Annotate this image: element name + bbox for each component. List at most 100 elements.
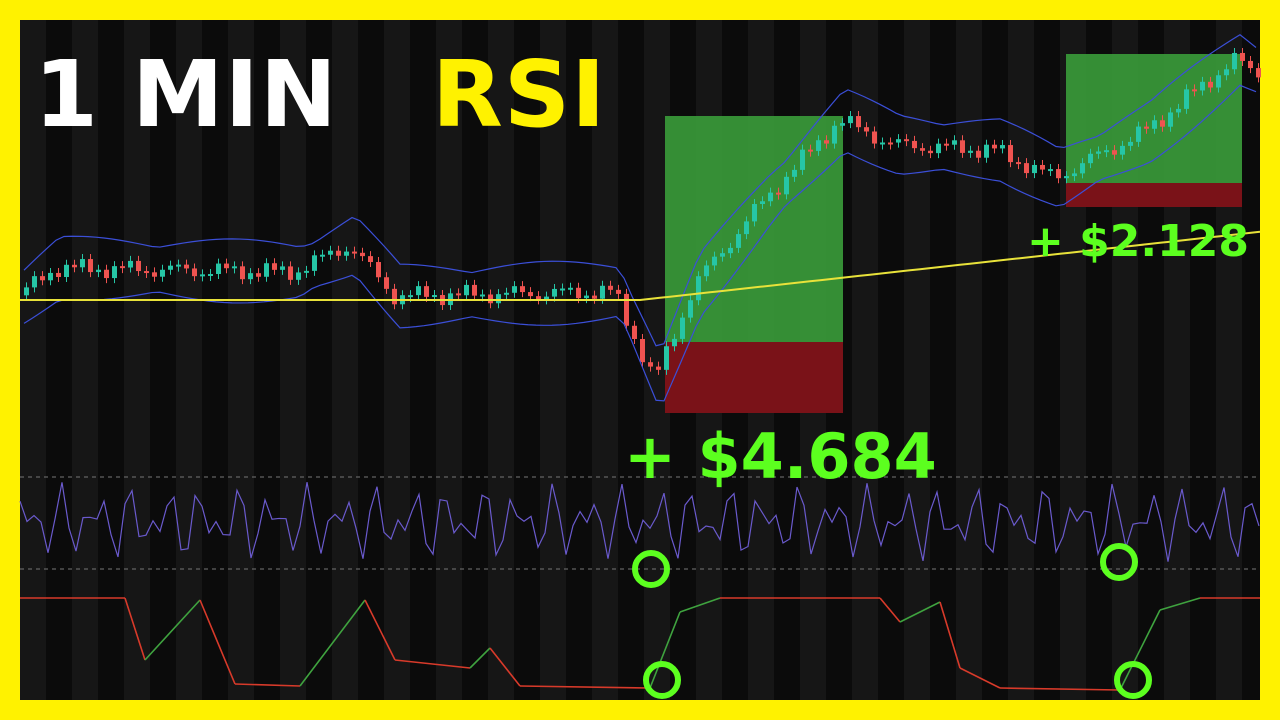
candle-body (592, 295, 597, 299)
candle-body (600, 285, 605, 299)
candle-body (544, 296, 549, 300)
candle-body (784, 176, 789, 195)
candle-body (512, 286, 517, 293)
candle-body (152, 272, 157, 277)
oscillator-segment (489, 647, 521, 687)
candle-body (1096, 151, 1101, 154)
candle-body (568, 287, 573, 290)
candle-body (64, 264, 69, 278)
title: 1 MIN (34, 41, 338, 148)
candle-body (384, 277, 389, 289)
candle-body (808, 149, 813, 152)
candle-body (960, 140, 965, 153)
title-highlight: RSI (432, 41, 606, 148)
candle-body (880, 142, 885, 145)
candle-body (984, 144, 989, 158)
bg-stripe (1008, 20, 1034, 700)
candle-body (720, 253, 725, 257)
candle-body (864, 127, 869, 132)
candle-body (1176, 108, 1181, 113)
candle-body (776, 192, 781, 195)
candle-body (896, 139, 901, 143)
candle-body (144, 271, 149, 274)
candle-body (416, 286, 421, 296)
candle-body (936, 143, 941, 154)
candle-body (1080, 163, 1085, 174)
oscillator-segment (899, 601, 941, 623)
candle-body (192, 268, 197, 277)
candle-body (216, 263, 221, 275)
candle-body (1168, 112, 1173, 127)
candle-body (240, 266, 245, 280)
signal-circle (643, 661, 681, 699)
candle-body (584, 295, 589, 299)
candle-body (392, 288, 397, 305)
candle-body (280, 266, 285, 270)
oscillator-segment (879, 597, 901, 623)
candle-body (856, 116, 861, 128)
candle-body (1152, 120, 1157, 129)
candle-body (408, 295, 413, 298)
rsi-line (19, 482, 1260, 562)
candle-body (296, 272, 301, 280)
oscillator-segment (1119, 609, 1161, 691)
oscillator-segment (394, 659, 471, 669)
candle-body (712, 256, 717, 266)
candle-body (904, 139, 909, 142)
candle-body (696, 276, 701, 301)
candle-body (992, 144, 997, 149)
band-upper (23, 34, 1257, 347)
candle-body (464, 284, 469, 296)
signal-markers (632, 543, 1152, 699)
candle-body (536, 296, 541, 300)
candle-body (1032, 164, 1037, 174)
candle-body (328, 250, 333, 255)
candle-body (632, 325, 637, 340)
candle-body (664, 346, 669, 370)
candle-body (224, 263, 229, 269)
candle-body (1104, 150, 1109, 153)
candle-body (768, 192, 773, 202)
candle-body (656, 366, 661, 370)
candle-body (744, 221, 749, 235)
candle-body (1216, 75, 1221, 88)
candle-body (1048, 169, 1053, 172)
bg-stripe (540, 20, 566, 700)
candle-body (736, 234, 741, 248)
oscillator-segment (199, 599, 236, 685)
candle-body (928, 150, 933, 154)
candle-body (760, 201, 765, 205)
bg-stripe (904, 20, 930, 700)
candle-body (1112, 150, 1117, 155)
candle-body (56, 272, 61, 278)
chart-decoration (20, 20, 1242, 700)
candle-body (304, 270, 309, 273)
candle-body (1024, 163, 1029, 174)
candle-body (560, 288, 565, 291)
candle-body (1232, 52, 1237, 70)
candle-body (1128, 141, 1133, 146)
candle-body (24, 287, 29, 296)
candle-body (552, 288, 557, 297)
candle-body (1160, 120, 1165, 127)
candle-body (136, 260, 141, 272)
oscillator-segment (299, 599, 366, 687)
candle-body (208, 274, 213, 277)
candle-body (1008, 145, 1013, 163)
oscillator-segment (469, 647, 491, 669)
bg-stripe (332, 20, 358, 700)
candle-body (520, 286, 525, 293)
candle-body (1064, 176, 1069, 179)
candle-body (344, 251, 349, 256)
trade-profit: + $2.128 (1027, 216, 1249, 267)
oscillator-segment (1159, 597, 1201, 611)
candle-body (352, 251, 357, 254)
oscillator-segment (679, 597, 721, 613)
oscillator-segment (649, 611, 681, 689)
candle-body (360, 252, 365, 257)
candle-body (704, 265, 709, 277)
candle-body (608, 285, 613, 290)
bg-stripe (436, 20, 462, 700)
candle-body (688, 300, 693, 318)
